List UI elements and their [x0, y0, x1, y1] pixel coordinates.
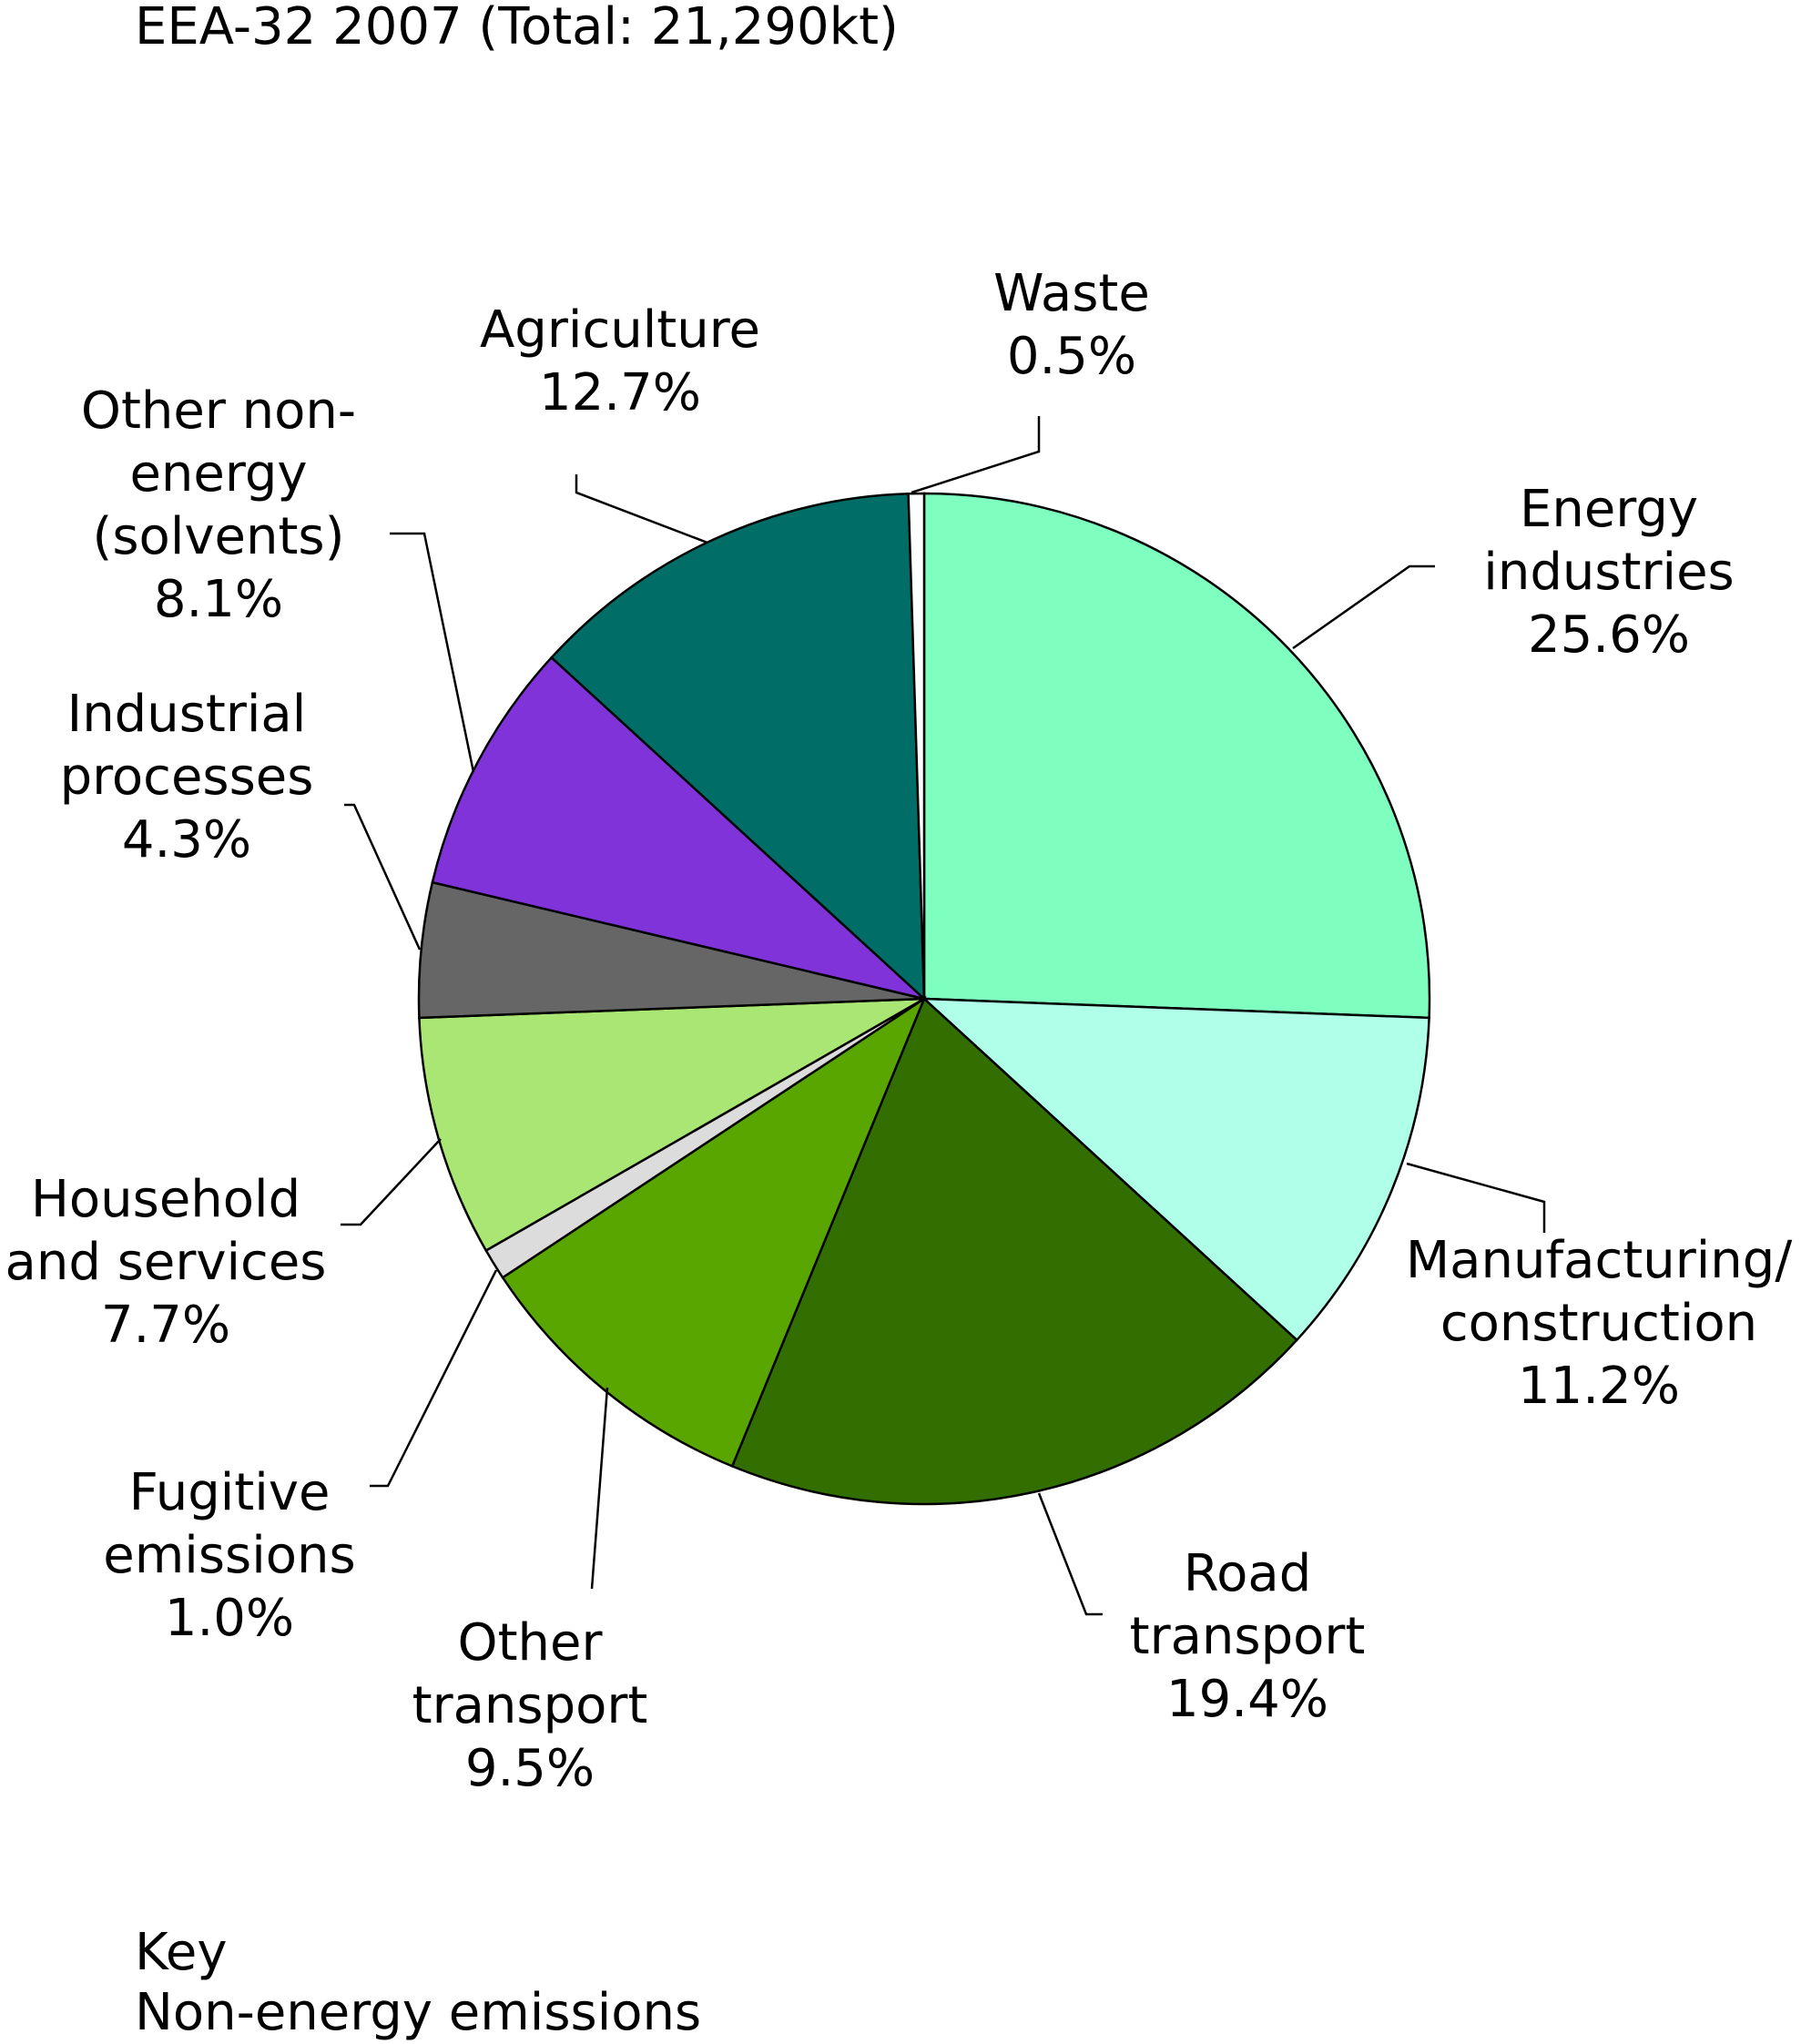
pie-slice [501, 995, 927, 1469]
slice-name-label: emissions [103, 1526, 355, 1585]
slice-value-label: 25.6% [1528, 605, 1690, 665]
slice-label: Road transport 19.4% [1130, 1544, 1366, 1729]
slice-label: Industrial processes 4.3% [60, 685, 314, 869]
slice-value-label: 19.4% [1166, 1670, 1328, 1729]
leader-line [370, 1269, 498, 1488]
leader-line [341, 1138, 442, 1226]
leader-line [1037, 1492, 1103, 1616]
leader-line [344, 803, 422, 951]
slice-label: Agriculture 12.7% [480, 300, 760, 422]
pie-slices [417, 492, 1431, 1506]
slice-name-label: and services [5, 1233, 327, 1292]
leader-line [390, 532, 475, 773]
slice-name-label: Other non- [81, 381, 356, 441]
slice-name-label: construction [1440, 1294, 1757, 1353]
slice-value-label: 11.2% [1518, 1357, 1680, 1416]
chart-title: EEA-32 2007 (Total: 21,290kt) [135, 0, 899, 56]
slice-name-label: transport [412, 1676, 648, 1735]
slice-value-label: 0.5% [1007, 327, 1136, 386]
leader-line [590, 1387, 609, 1590]
slice-label: Energy industries 25.6% [1483, 480, 1734, 665]
slice-label: Fugitive emissions 1.0% [103, 1463, 355, 1648]
key-heading: Key [135, 1923, 228, 1982]
slice-label: Waste 0.5% [993, 264, 1150, 386]
slice-label: Household and services 7.7% [5, 1170, 327, 1355]
leader-line [575, 474, 708, 544]
slice-name-label: processes [60, 747, 314, 807]
pie-slice [418, 997, 925, 1253]
slice-value-label: 7.7% [101, 1296, 230, 1355]
pie-slice [907, 492, 926, 1000]
slice-label: Other non-energy (solvents) 8.1% [81, 381, 356, 629]
key-description: Non-energy emissions [135, 1983, 701, 2042]
slice-name-label: Manufacturing/ [1406, 1231, 1793, 1290]
leader-line [1406, 1162, 1546, 1233]
pie-slice [922, 492, 1431, 1020]
slice-value-label: 4.3% [122, 810, 251, 869]
slice-value-label: 1.0% [165, 1589, 294, 1648]
slice-name-label: Fugitive [129, 1463, 331, 1522]
slice-value-label: 12.7% [539, 363, 701, 422]
slice-labels: Energy industries 25.6% Manufacturing/const… [5, 264, 1793, 1798]
pie-slice [431, 656, 929, 1002]
slice-name-label: Other [457, 1613, 603, 1673]
slice-name-label: energy [129, 444, 307, 503]
pie-slice [921, 997, 1430, 1342]
slice-name-label: Energy [1520, 480, 1698, 539]
slice-value-label: 9.5% [465, 1739, 595, 1798]
leader-lines [341, 416, 1546, 1616]
slice-name-label: Waste [993, 264, 1150, 323]
slice-name-label: Household [31, 1170, 300, 1229]
pie-slice [549, 493, 926, 1002]
slice-name-label: industries [1483, 543, 1734, 602]
slice-value-label: 8.1% [154, 570, 283, 629]
leader-line [1292, 564, 1435, 650]
slice-name-label: Agriculture [480, 300, 760, 360]
slice-label: Other transport 9.5% [412, 1613, 648, 1798]
slice-name-label: Industrial [67, 685, 307, 744]
leader-line [911, 416, 1041, 494]
slice-name-label: (solvents) [93, 507, 345, 566]
slice-name-label: transport [1130, 1607, 1366, 1666]
slice-label: Manufacturing/construction 11.2% [1406, 1231, 1793, 1416]
slice-name-label: Road [1184, 1544, 1312, 1603]
